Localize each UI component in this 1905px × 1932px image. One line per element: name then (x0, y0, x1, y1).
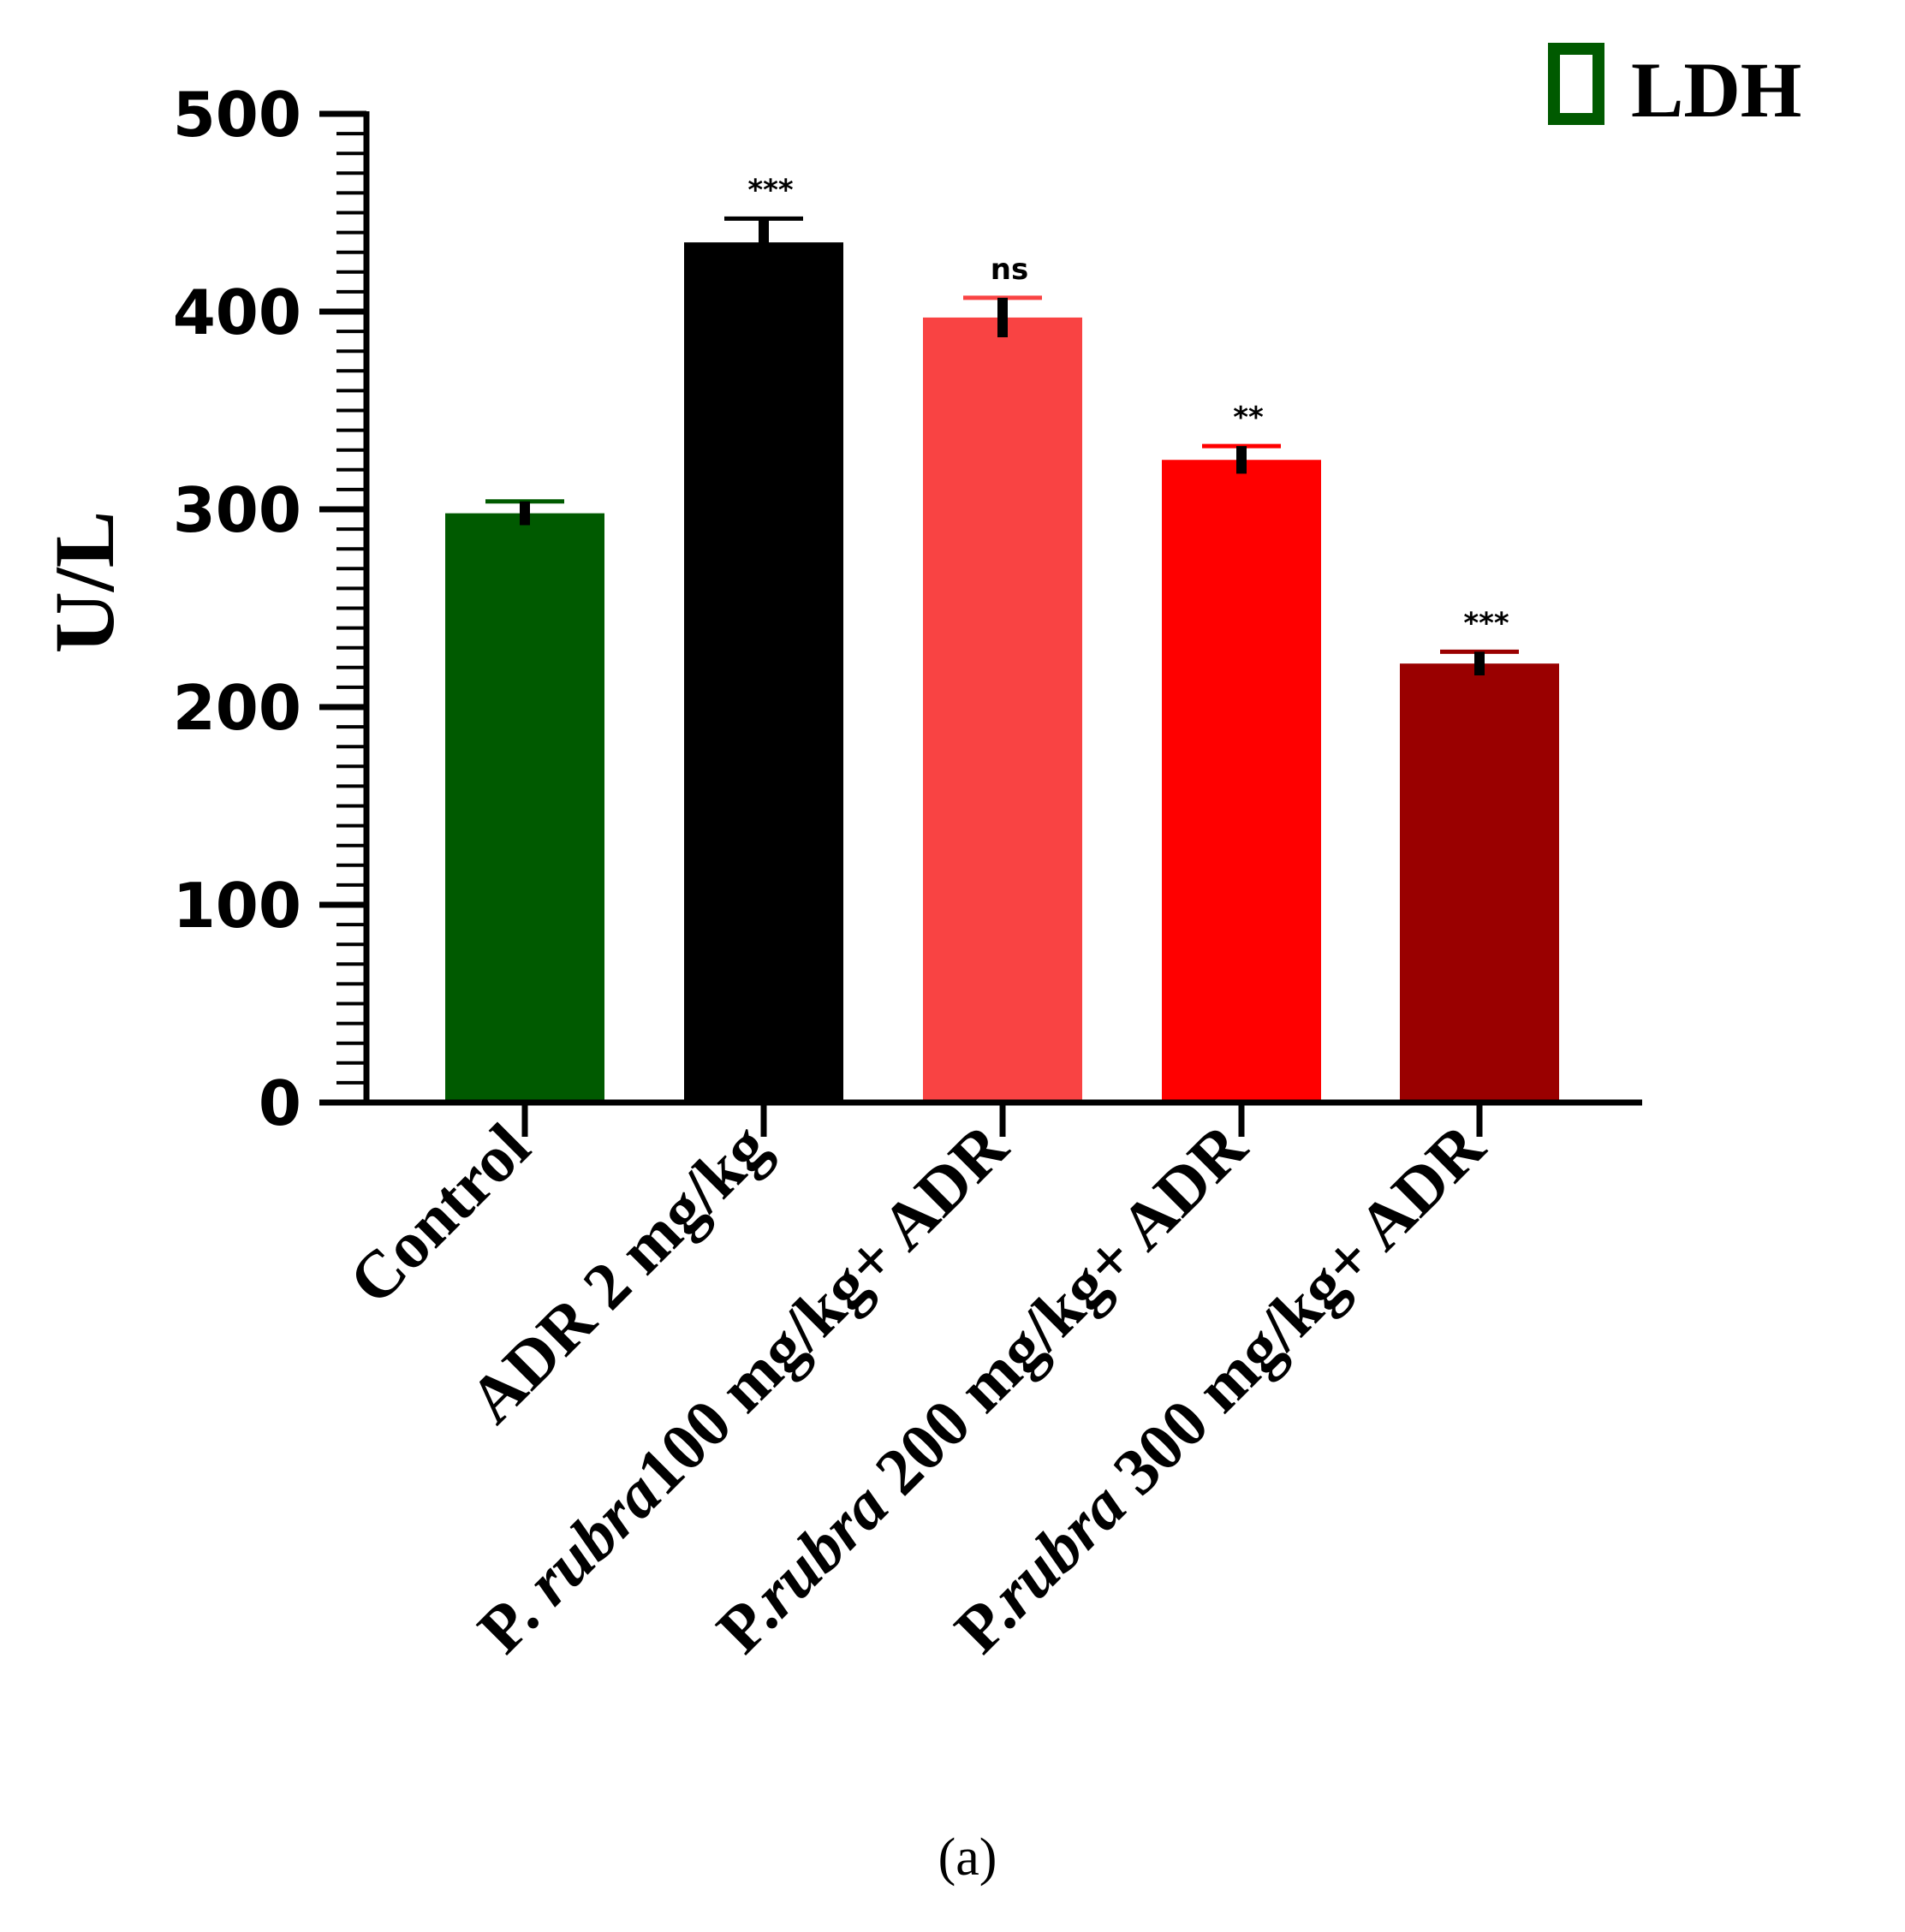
legend: LDH (1548, 43, 1801, 134)
bar (684, 242, 843, 1103)
axes (319, 111, 1642, 1106)
bars: ***ns***** (445, 173, 1559, 1103)
y-axis-label: U/L (37, 511, 132, 654)
y-tick-label: 0 (259, 1067, 301, 1139)
figure-caption: (a) (938, 1828, 997, 1887)
bar (923, 317, 1082, 1103)
y-tick-label: 200 (173, 672, 301, 744)
significance-label: ns (991, 253, 1028, 287)
category-label: Control (335, 1109, 544, 1318)
significance-label: *** (1463, 606, 1509, 640)
minor-ticks (336, 132, 366, 1085)
y-tick-label: 400 (173, 276, 301, 348)
y-tick-label: 500 (173, 79, 301, 151)
bar (445, 513, 604, 1103)
y-tick-label: 300 (173, 474, 301, 546)
y-ticks: 0 100 200 300 400 500 (173, 79, 366, 1139)
significance-label: ** (1233, 401, 1264, 435)
category-label-part: Control (335, 1109, 544, 1318)
significance-label: *** (747, 173, 794, 207)
bar (1162, 460, 1321, 1103)
bar (1400, 663, 1559, 1103)
y-tick-label: 100 (173, 870, 301, 942)
legend-label-ldh: LDH (1631, 46, 1801, 134)
legend-swatch-ldh (1548, 43, 1604, 125)
